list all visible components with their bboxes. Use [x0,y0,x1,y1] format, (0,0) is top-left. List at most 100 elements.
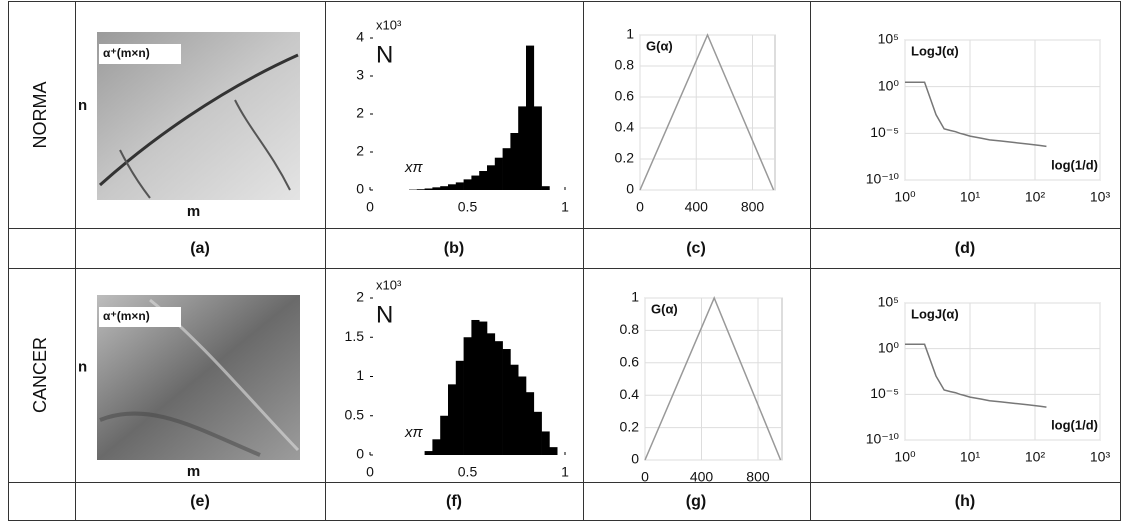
image-label: α⁺(m×n) [103,309,150,323]
bar [463,337,472,455]
y-tick-label: 0 [356,446,364,462]
line [644,296,782,461]
y-tick-label: 1 [631,289,639,305]
bar [541,186,550,190]
x-tick-label: 10⁰ [894,449,916,465]
caption: (f) [446,493,462,510]
y-tick-label: 0.8 [620,321,640,337]
bar [432,439,441,455]
x-tick-label: 10³ [1090,449,1111,465]
y-tick-label: 0.4 [620,386,640,402]
y-label: N [376,41,393,68]
x-tick-label: 800 [746,469,770,485]
y-tick-label: 10⁻¹⁰ [866,431,900,447]
line [639,33,775,191]
x-tick-label: 10² [1025,189,1046,205]
bar [494,157,503,190]
bar [549,447,558,455]
bar [463,179,472,190]
x-tick-label: 0 [366,464,374,480]
bar [448,184,457,190]
caption: (c) [686,240,706,257]
table-lines [8,1,1121,521]
bar [502,349,511,455]
y-tick-label: 0.4 [615,119,635,135]
y-tick-label: 10⁻⁵ [870,124,899,140]
image-y-label: n [78,358,87,375]
bar [471,175,480,190]
y-tick-label: 0.8 [615,57,635,73]
bar [502,148,511,190]
x-tick-label: 400 [690,469,714,485]
line [905,81,1047,148]
y-tick-label: 3 [356,67,364,83]
y-label: LogJ(α) [911,43,959,58]
caption: (a) [190,240,210,257]
bar [432,187,441,190]
label-box [99,307,181,327]
caption: (g) [686,493,706,510]
bar [424,451,433,455]
caption: (b) [444,240,464,257]
bar [424,188,433,190]
plot-frame [904,302,1101,441]
bar [479,321,488,455]
x-tick-label: 800 [741,199,765,215]
bar [494,341,503,455]
plot-frame [639,34,776,191]
x-label: log(1/d) [1051,157,1098,172]
x-tick-label: 1 [561,199,569,215]
y-tick-label: 0 [631,451,639,467]
y-tick-label: 10⁰ [878,77,900,93]
y-tick-label: 10⁵ [878,31,899,47]
x-tick-label: 10² [1025,449,1046,465]
x-tick-label: 10¹ [960,189,981,205]
row-label: CANCER [30,337,50,413]
bar [455,182,464,190]
bar [526,392,535,455]
y-label: G(α) [651,301,678,316]
x-label: log(1/d) [1051,417,1098,432]
y-tick-label: 0.6 [615,88,635,104]
y-tick-label: 0.2 [620,418,640,434]
y-tick-label: 2 [356,105,364,121]
caption: (h) [955,493,975,510]
caption: (e) [190,493,210,510]
y-tick-label: 2 [356,289,364,305]
bar [526,45,535,190]
image-x-label: m [187,203,200,220]
y-tick-label: 0.6 [620,354,640,370]
x-tick-label: 0.5 [458,464,478,480]
x-tick-label: 10³ [1090,189,1111,205]
x-tick-label: 10⁰ [894,189,916,205]
bar [440,186,449,190]
y-tick-label: 4 [356,29,364,45]
bar [479,171,488,190]
bar [487,165,496,190]
image-x-label: m [187,463,200,480]
y-tick-label: 1.5 [345,328,365,344]
x-tick-label: 0.5 [458,199,478,215]
y-tick-label: 2 [356,143,364,159]
scale-label: x10³ [376,17,402,32]
y-tick-label: 0 [356,181,364,197]
y-label: LogJ(α) [911,306,959,321]
x-label: xπ [404,159,424,176]
y-tick-label: 10⁵ [878,294,899,310]
bar [448,384,457,455]
caption: (d) [955,240,975,257]
x-tick-label: 1 [561,464,569,480]
bar [510,133,519,190]
y-tick-label: 10⁻⁵ [870,385,899,401]
row-label: NORMA [30,82,50,149]
bar [541,431,550,455]
bar [533,411,542,455]
scale-label: x10³ [376,277,402,292]
y-label: G(α) [646,38,673,53]
y-tick-label: 10⁰ [878,339,900,355]
bar [455,360,464,455]
y-tick-label: 1 [626,26,634,42]
